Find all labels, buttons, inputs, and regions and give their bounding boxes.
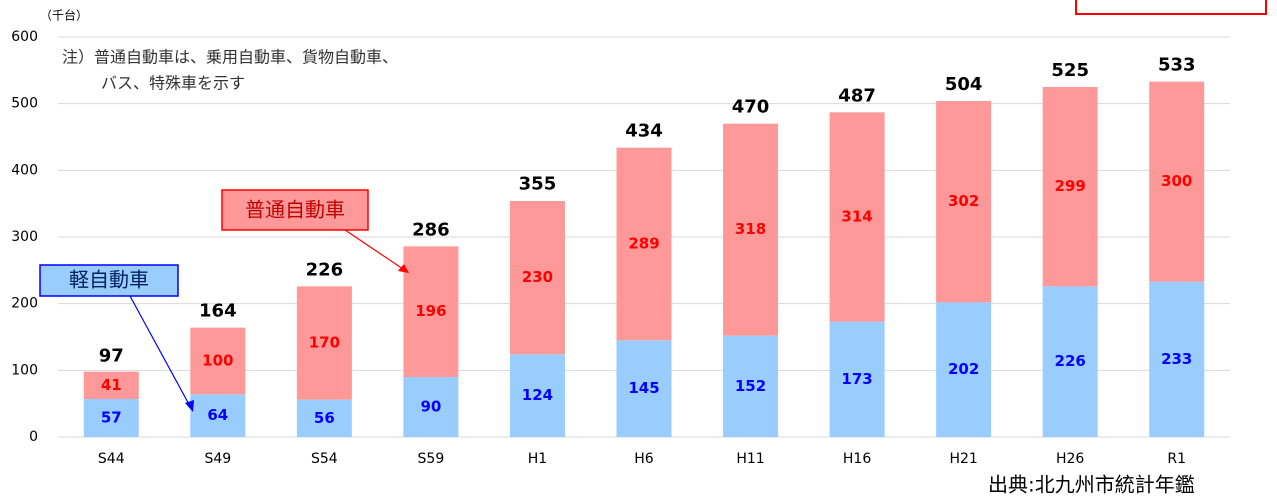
value-label: 302 [948,192,979,210]
cut-off-box [1075,0,1267,15]
value-label: 56 [314,409,335,427]
bar-segment [936,101,992,303]
arrow-head [398,264,409,273]
bar-segment [83,399,139,437]
callout-box [39,264,179,297]
bar-segment [723,335,779,437]
value-label: 318 [735,220,766,238]
bar-segment [1042,87,1098,287]
total-label: 226 [306,259,344,280]
bar-segment [190,327,246,395]
x-tick-label: H21 [949,451,977,467]
value-label: 90 [420,398,441,416]
total-label: 434 [625,121,663,142]
value-label: 170 [309,334,340,352]
y-tick-label: 300 [11,229,38,245]
bar-segment [1149,281,1205,437]
value-label: 202 [948,360,979,378]
y-tick-label: 0 [29,429,38,445]
value-label: 299 [1055,177,1086,195]
bar-segment [829,321,885,437]
y-tick-label: 500 [11,96,38,112]
value-label: 226 [1055,352,1086,370]
x-tick-label: H26 [1056,451,1084,467]
bar-segment [83,371,139,399]
value-label: 289 [628,235,659,253]
bar-segment [829,112,885,322]
y-tick-label: 100 [11,362,38,378]
bar-segment [296,399,352,437]
bar-segment [1149,81,1205,282]
callout-box [221,189,369,231]
bar-segment [936,302,992,437]
y-tick-label: 200 [11,296,38,312]
x-tick-label: S49 [204,451,231,467]
y-tick-label: 600 [11,29,38,45]
bar-segment [190,394,246,437]
callout-label: 軽自動車 [69,268,149,292]
total-label: 533 [1158,55,1196,76]
value-label: 173 [841,370,872,388]
value-label: 152 [735,377,766,395]
value-label: 300 [1161,172,1192,190]
value-label: 41 [101,376,122,394]
total-label: 164 [199,301,237,322]
bar-segment [509,354,565,437]
value-label: 145 [628,379,659,397]
total-label: 487 [838,85,876,106]
bar-segment [616,340,672,437]
y-tick-label: 400 [11,162,38,178]
callout-arrow [129,295,192,409]
value-label: 57 [101,409,122,427]
total-label: 97 [99,345,124,366]
x-tick-label: H1 [528,451,547,467]
callout-arrow [344,229,407,272]
callout-label: 普通自動車 [245,198,345,222]
value-label: 230 [522,268,553,286]
bar-segment [616,147,672,341]
source: 出典:北九州市統計年鑑 [988,473,1195,497]
bar-segment [723,123,779,336]
x-tick-label: S59 [418,451,445,467]
bar-segment [509,201,565,355]
x-tick-label: S54 [311,451,338,467]
value-label: 314 [841,208,872,226]
x-tick-label: H6 [634,451,654,467]
bar-segment [403,377,459,437]
bar-segment [296,286,352,400]
bar-segment [403,246,459,377]
value-label: 64 [207,406,228,424]
note: バス、特殊車を示す [101,74,245,93]
unit-label: （千台） [40,8,88,23]
x-tick-label: S44 [98,451,125,467]
total-label: 525 [1051,60,1089,81]
arrow-head [185,400,194,412]
value-label: 100 [202,352,233,370]
value-label: 233 [1161,350,1192,368]
value-label: 196 [415,302,446,320]
x-tick-label: R1 [1167,451,1186,467]
total-label: 504 [945,74,983,95]
total-label: 355 [519,173,557,194]
value-label: 124 [522,386,553,404]
x-tick-label: H16 [843,451,871,467]
bar-segment [1042,286,1098,437]
note: 注）普通自動車は、乗用自動車、貨物自動車、 [62,48,398,67]
total-label: 470 [732,97,770,118]
x-tick-label: H11 [736,451,764,467]
total-label: 286 [412,219,450,240]
